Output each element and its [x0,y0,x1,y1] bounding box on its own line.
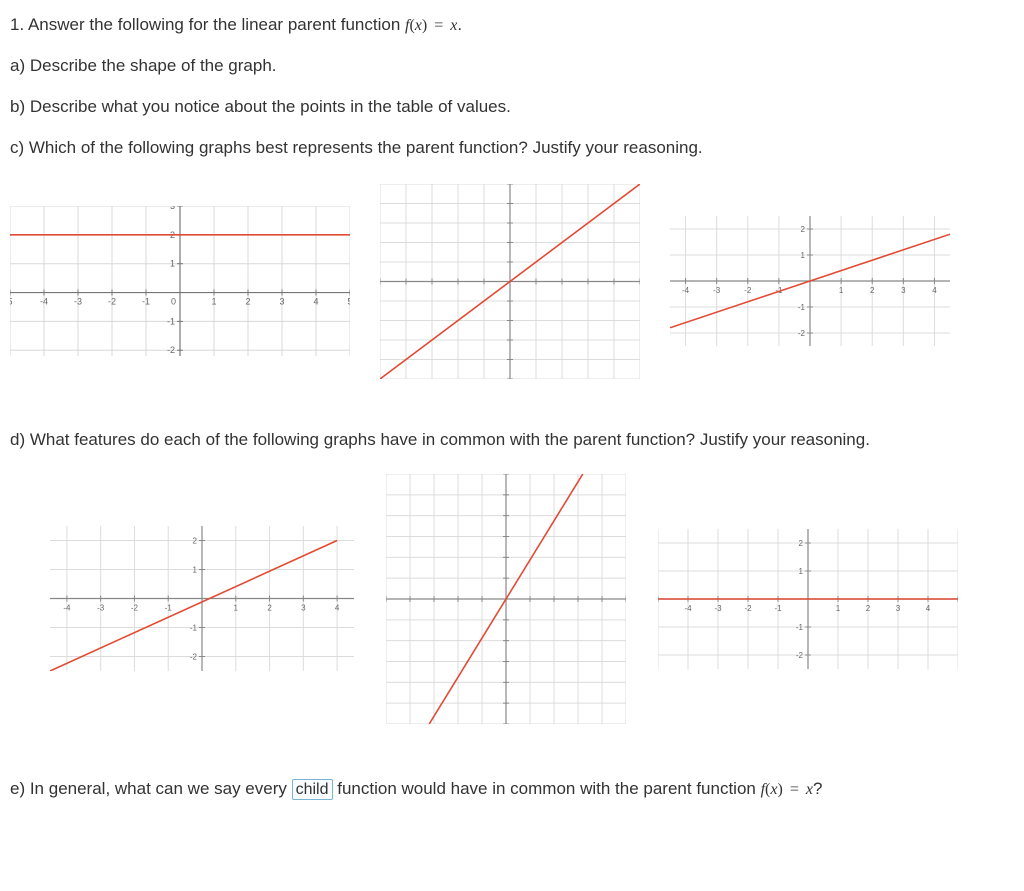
svg-text:2: 2 [866,604,871,613]
graph-d1: -4 -3 -2 -1 1 2 3 4 2 1 -1 -2 [50,526,354,671]
svg-text:2: 2 [245,297,250,307]
svg-text:-2: -2 [167,345,175,355]
svg-text:1: 1 [801,251,806,260]
svg-text:-2: -2 [108,297,116,307]
svg-text:-3: -3 [713,286,721,295]
question-c: c) Which of the following graphs best re… [10,137,1010,160]
svg-text:-1: -1 [167,317,175,327]
svg-text:-3: -3 [714,604,722,613]
svg-text:2: 2 [799,539,804,548]
svg-text:-4: -4 [684,604,692,613]
graph-c1: 5-4-3-2-1012345321-1-2 [10,206,350,356]
svg-text:3: 3 [301,604,306,613]
svg-text:1: 1 [211,297,216,307]
svg-text:-1: -1 [798,303,806,312]
svg-text:-2: -2 [796,651,804,660]
svg-text:-3: -3 [74,297,82,307]
svg-text:1: 1 [839,286,844,295]
graph-d3: -4 -3 -2 -1 1 2 3 4 2 1 -1 -2 [658,529,958,669]
graph-c3: -4-3-2-1123421-1-2 [670,216,950,346]
svg-text:-1: -1 [796,623,804,632]
svg-text:4: 4 [335,604,340,613]
svg-text:2: 2 [801,225,806,234]
svg-text:1: 1 [799,567,804,576]
question-b: b) Describe what you notice about the po… [10,96,1010,119]
svg-text:4: 4 [932,286,937,295]
svg-text:3: 3 [170,206,175,211]
svg-text:-2: -2 [131,604,139,613]
svg-text:5: 5 [347,297,350,307]
formula-fx-e: f(x) = x [761,781,813,798]
svg-text:2: 2 [193,537,198,546]
question-1-text: 1. Answer the following for the linear p… [10,15,405,34]
graph-c2 [380,184,640,379]
svg-text:3: 3 [279,297,284,307]
question-e: e) In general, what can we say every chi… [10,778,1010,801]
svg-text:1: 1 [170,259,175,269]
question-a: a) Describe the shape of the graph. [10,55,1010,78]
svg-text:-1: -1 [774,604,782,613]
svg-text:-3: -3 [97,604,105,613]
svg-text:3: 3 [901,286,906,295]
svg-text:-2: -2 [744,286,752,295]
svg-text:4: 4 [926,604,931,613]
formula-fx: f(x) = x [405,17,457,34]
svg-text:-1: -1 [190,624,198,633]
svg-text:-2: -2 [190,653,198,662]
svg-text:1: 1 [193,566,198,575]
svg-text:4: 4 [313,297,318,307]
svg-text:-4: -4 [63,604,71,613]
svg-text:3: 3 [896,604,901,613]
svg-text:-2: -2 [798,329,806,338]
svg-text:1: 1 [234,604,239,613]
highlighted-word: child [292,779,333,801]
graphs-row-d: -4 -3 -2 -1 1 2 3 4 2 1 -1 -2 -4 -3 -2 -1 1 2 3 4 2 1 -1 -2 [10,474,1010,724]
graphs-row-c: 5-4-3-2-1012345321-1-2 -4-3-2-1123421-1-… [10,184,1010,379]
svg-text:2: 2 [870,286,875,295]
svg-text:2: 2 [267,604,272,613]
svg-text:-2: -2 [744,604,752,613]
svg-text:0: 0 [171,297,176,307]
graph-d2 [386,474,626,724]
question-d: d) What features do each of the followin… [10,429,1010,452]
svg-text:-1: -1 [142,297,150,307]
svg-text:-4: -4 [40,297,48,307]
svg-text:-1: -1 [165,604,173,613]
svg-text:1: 1 [836,604,841,613]
svg-text:-4: -4 [682,286,690,295]
svg-text:5: 5 [10,297,13,307]
question-1: 1. Answer the following for the linear p… [10,14,1010,37]
